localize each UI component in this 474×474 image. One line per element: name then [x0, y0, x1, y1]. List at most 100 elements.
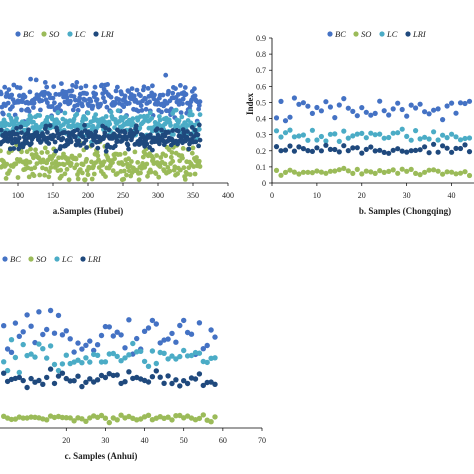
point-lc [431, 129, 437, 135]
point-so [36, 155, 42, 161]
point-bc [33, 77, 39, 83]
point-lc [32, 354, 38, 360]
x-tick-label: 20 [358, 191, 366, 200]
point-so [129, 159, 134, 164]
point-so [426, 167, 432, 173]
point-so [24, 149, 30, 155]
point-lc [20, 341, 26, 348]
y-tick-label: 0.5 [256, 98, 266, 107]
point-so [145, 173, 150, 179]
point-lri [83, 137, 89, 143]
x-tick-label: 10 [313, 191, 321, 200]
point-lc [187, 108, 193, 114]
point-so [408, 166, 414, 172]
point-lc [417, 136, 423, 142]
point-bc [38, 107, 43, 113]
point-lc [341, 128, 347, 134]
point-lc [126, 352, 132, 358]
point-lc [323, 138, 329, 144]
legend-marker-lc [54, 256, 60, 262]
point-lc [197, 112, 203, 117]
points-anhui [1, 307, 218, 426]
point-bc [372, 110, 378, 116]
point-lri [126, 146, 131, 152]
point-so [359, 171, 365, 177]
point-so [453, 171, 459, 177]
point-bc [134, 87, 140, 93]
point-lri [300, 146, 306, 152]
x-tick-label: 20 [62, 436, 70, 445]
point-bc [187, 103, 193, 109]
point-bc [341, 96, 347, 102]
point-lc [25, 121, 31, 127]
point-lri [46, 141, 52, 146]
point-bc [143, 106, 149, 112]
point-lri [181, 378, 187, 384]
point-lc [106, 351, 113, 357]
point-lri [426, 150, 432, 156]
point-lri [305, 148, 311, 154]
point-so [110, 168, 116, 174]
point-lc [176, 118, 182, 123]
point-so [462, 169, 468, 175]
point-lc [381, 135, 387, 141]
point-lri [52, 139, 58, 145]
point-lri [15, 139, 21, 144]
point-lri [43, 123, 49, 129]
point-so [153, 171, 159, 177]
point-bc [70, 107, 76, 113]
point-lri [185, 129, 190, 134]
point-bc [112, 101, 118, 106]
point-so [278, 172, 284, 178]
point-so [114, 417, 120, 423]
point-lc [336, 138, 342, 144]
point-lri [9, 136, 15, 142]
point-lc [386, 134, 392, 141]
point-so [296, 171, 302, 177]
point-so [273, 167, 280, 173]
point-lc [94, 352, 101, 358]
point-lc [189, 112, 195, 118]
point-bc [134, 335, 140, 342]
point-lri [212, 381, 218, 387]
point-lri [408, 148, 414, 154]
point-lri [87, 376, 93, 382]
point-bc [212, 334, 218, 340]
point-lri [110, 372, 117, 379]
point-so [58, 167, 64, 173]
point-lc [179, 114, 185, 120]
y-ticks-chongqing: 0 0.1 0.2 0.3 0.4 0.5 0.6 0.7 0.8 0.9 [256, 34, 272, 188]
point-bc [5, 100, 11, 106]
point-so [180, 155, 185, 161]
point-so [122, 168, 127, 174]
point-bc [2, 84, 8, 90]
point-lc [185, 123, 190, 128]
point-lri [17, 135, 22, 141]
x-tick-label: 30 [101, 436, 109, 445]
point-lri [76, 138, 82, 144]
point-lc [318, 133, 324, 140]
point-lri [336, 149, 342, 155]
point-lc [4, 367, 11, 374]
point-bc [105, 82, 110, 87]
point-lri [84, 145, 89, 150]
point-so [68, 161, 74, 166]
point-so [66, 156, 71, 162]
point-so [13, 161, 19, 167]
point-so [466, 172, 473, 179]
y-tick-label: 0.7 [256, 66, 266, 75]
point-bc [0, 111, 6, 117]
point-so [350, 170, 356, 176]
point-lri [52, 133, 57, 139]
point-lri [359, 150, 365, 156]
point-so [28, 146, 33, 152]
point-lri [184, 380, 191, 387]
x-axis-title-anhui: c. Samples (Anhui) [65, 451, 138, 461]
x-tick-label: 0 [270, 191, 274, 200]
point-lc [137, 125, 143, 131]
point-bc [106, 324, 113, 330]
point-bc [110, 333, 117, 339]
point-bc [457, 100, 464, 106]
point-bc [91, 347, 97, 354]
point-bc [55, 312, 62, 319]
